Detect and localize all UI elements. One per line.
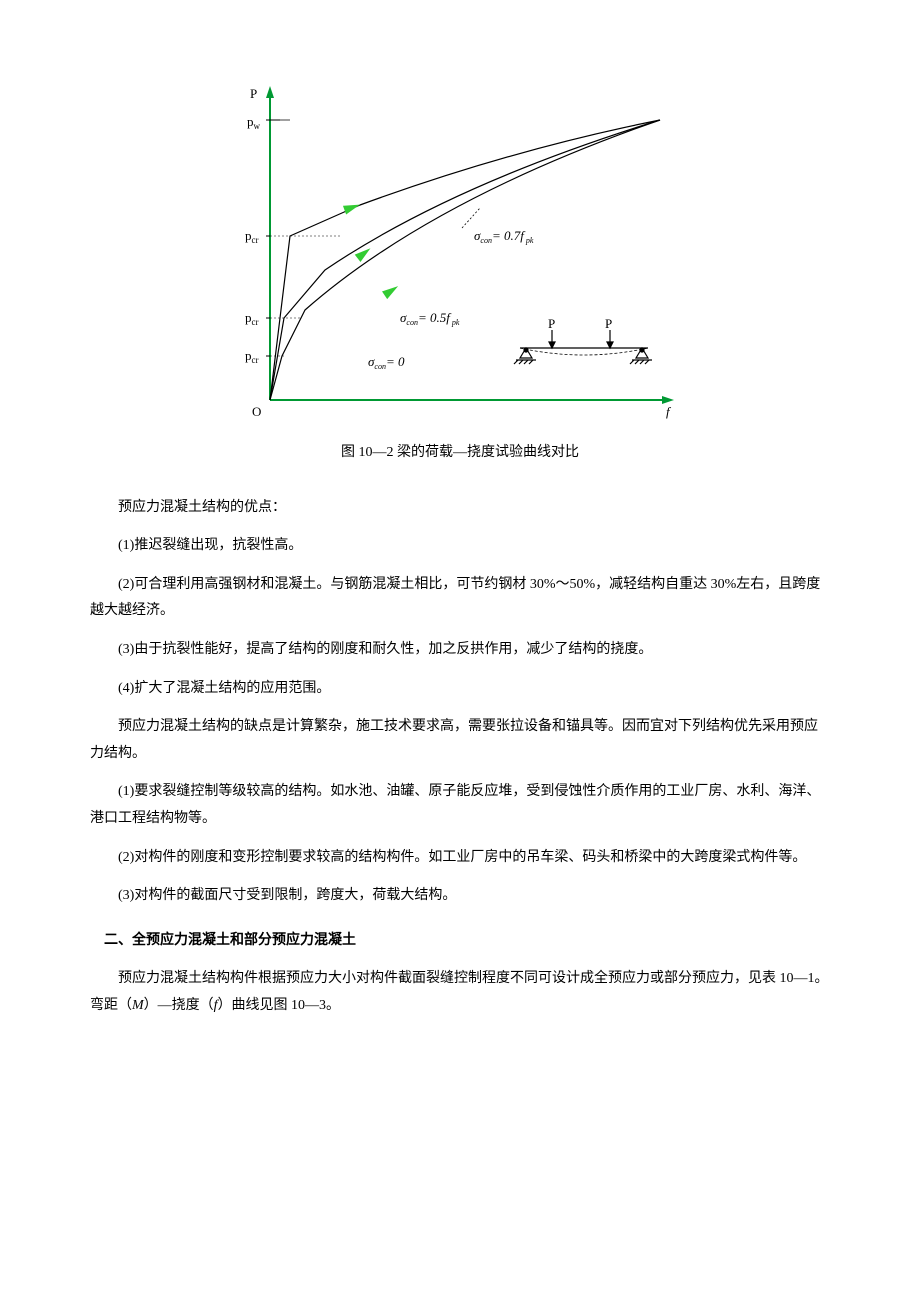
symbol-M: M (132, 998, 144, 1013)
para-final-c: ）曲线见图 10—3。 (218, 998, 341, 1013)
para-adv-2: (2)可合理利用高强钢材和混凝土。与钢筋混凝土相比，可节约钢材 30%～50%，… (90, 572, 830, 625)
para-disadvantages: 预应力混凝土结构的缺点是计算繁杂，施工技术要求高，需要张拉设备和锚具等。因而宜对… (90, 714, 830, 767)
para-use-3: (3)对构件的截面尺寸受到限制，跨度大，荷载大结构。 (90, 883, 830, 910)
svg-text:σcon= 0: σcon= 0 (368, 354, 405, 371)
load-deflection-chart: P pw pcr pcr pcr O f σcon= 0.7f pk σcon=… (230, 80, 690, 420)
svg-text:σcon= 0.7f pk: σcon= 0.7f pk (474, 228, 534, 245)
svg-text:P: P (605, 316, 612, 331)
svg-text:pcr: pcr (245, 228, 259, 245)
svg-text:pcr: pcr (245, 348, 259, 365)
svg-text:pcr: pcr (245, 310, 259, 327)
svg-text:pw: pw (247, 114, 261, 131)
para-adv-1: (1)推迟裂缝出现，抗裂性高。 (90, 533, 830, 560)
para-adv-4: (4)扩大了混凝土结构的应用范围。 (90, 676, 830, 703)
svg-text:f: f (666, 404, 672, 419)
para-use-1: (1)要求裂缝控制等级较高的结构。如水池、油罐、原子能反应堆，受到侵蚀性介质作用… (90, 779, 830, 832)
svg-text:P: P (548, 316, 555, 331)
para-final: 预应力混凝土结构构件根据预应力大小对构件截面裂缝控制程度不同可设计成全预应力或部… (90, 966, 830, 1019)
para-adv-3: (3)由于抗裂性能好，提高了结构的刚度和耐久性，加之反拱作用，减少了结构的挠度。 (90, 637, 830, 664)
para-advantages-intro: 预应力混凝土结构的优点： (90, 495, 830, 522)
heading-section-2: 二、全预应力混凝土和部分预应力混凝土 (90, 928, 830, 955)
svg-text:O: O (252, 404, 261, 419)
para-use-2: (2)对构件的刚度和变形控制要求较高的结构构件。如工业厂房中的吊车梁、码头和桥梁… (90, 845, 830, 872)
svg-text:σcon= 0.5f pk: σcon= 0.5f pk (400, 310, 460, 327)
para-final-b: ）—挠度（ (144, 998, 214, 1013)
svg-text:P: P (250, 86, 257, 101)
figure-caption: 图 10—2 梁的荷载—挠度试验曲线对比 (90, 440, 830, 467)
